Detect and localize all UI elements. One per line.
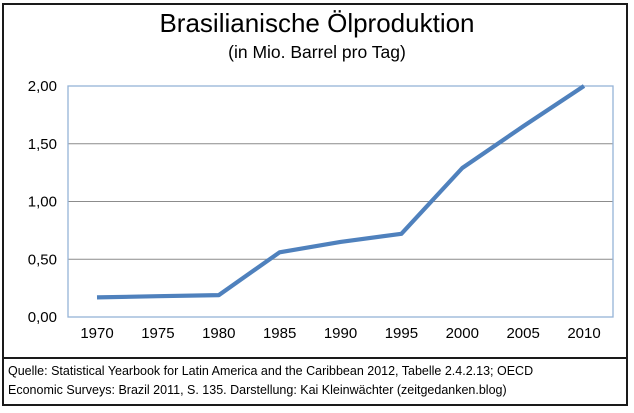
source-line-2: Economic Surveys: Brazil 2011, S. 135. D…: [8, 382, 507, 397]
chart-subtitle: (in Mio. Barrel pro Tag): [228, 42, 406, 62]
y-tick-label: 1,00: [28, 194, 57, 211]
x-tick-label: 1970: [80, 325, 113, 342]
plot-border: [67, 85, 614, 318]
x-tick-label: 1985: [263, 325, 296, 342]
source-note: Quelle: Statistical Yearbook for Latin A…: [2, 357, 628, 400]
x-tick-label: 1995: [385, 325, 418, 342]
chart-title: Brasilianische Ölproduktion: [159, 8, 475, 38]
x-tick-label: 1975: [141, 325, 174, 342]
data-line: [96, 84, 586, 300]
y-tick-label: 1,50: [28, 136, 57, 153]
outer-frame: [2, 3, 628, 406]
x-tick-label: 2000: [446, 325, 479, 342]
source-line-1: Quelle: Statistical Yearbook for Latin A…: [8, 364, 534, 378]
y-tick-label: 0,00: [28, 309, 57, 326]
y-tick-label: 2,00: [28, 78, 57, 95]
y-tick-label: 0,50: [28, 251, 57, 268]
x-tick-label: 1980: [202, 325, 235, 342]
x-tick-label: 2005: [506, 325, 539, 342]
x-tick-label: 2010: [567, 325, 600, 342]
x-tick-label: 1990: [324, 325, 357, 342]
